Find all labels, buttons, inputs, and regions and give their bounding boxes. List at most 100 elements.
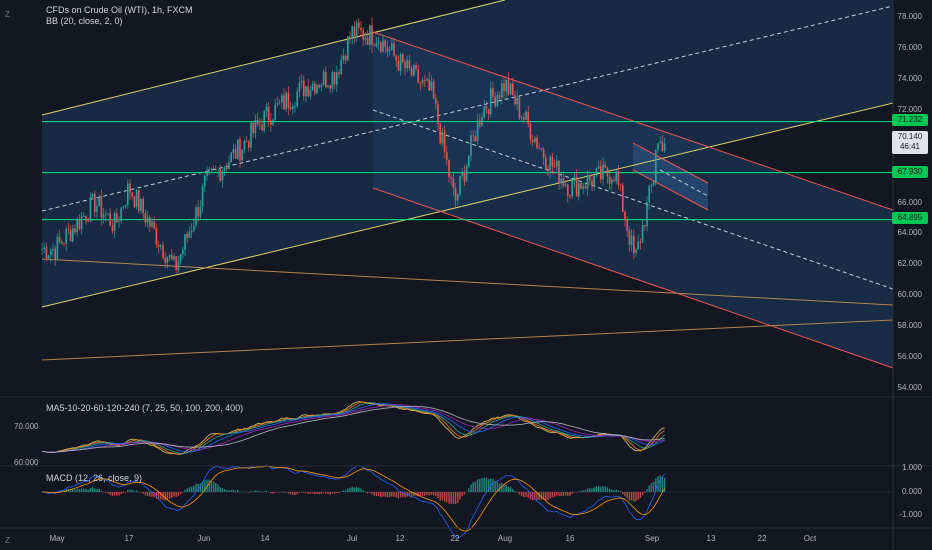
macd-hist-267 (628, 492, 631, 501)
date-tick-label: Jun (197, 534, 211, 543)
candle-body-85 (228, 162, 230, 169)
macd-hist-80 (217, 484, 219, 492)
macd-hist-139 (347, 488, 349, 492)
price-tick-label: 66.000 (897, 197, 922, 207)
current-price-value: 70.140 (897, 132, 923, 141)
candle-body-76 (208, 169, 210, 171)
macd-hist-251 (593, 487, 595, 492)
date-tick-label: Aug (497, 534, 513, 543)
macd-hist-188 (454, 492, 457, 505)
candle-body-196 (472, 135, 474, 137)
macd-hist-107 (276, 492, 279, 493)
candle-body-171 (417, 69, 419, 84)
date-tick-label: Jul (346, 534, 358, 543)
candle-body-218 (520, 117, 523, 119)
macd-hist-31 (109, 492, 111, 495)
macd-hist-201 (483, 477, 485, 492)
macd-hist-57 (166, 492, 169, 500)
macd-hist-120 (305, 492, 307, 493)
descending-channel-lower (372, 187, 894, 369)
macd-hist-197 (474, 481, 477, 492)
candle-body-129 (325, 71, 327, 87)
macd-hist-90 (239, 491, 241, 493)
macd-hist-37 (122, 492, 125, 494)
candle-body-264 (622, 185, 624, 213)
candle-body-270 (635, 249, 637, 253)
price-tick-label: 76.000 (897, 42, 922, 52)
macd-hist-175 (426, 492, 428, 495)
candle-body-223 (531, 139, 534, 142)
ma-indicator-lines (41, 401, 665, 455)
candle-body-256 (604, 164, 606, 168)
candle-body-115 (294, 106, 296, 107)
date-tick-label: 14 (260, 534, 270, 543)
macd-indicator-lines (41, 464, 893, 539)
candle-body-42 (133, 196, 136, 208)
candle-body-271 (637, 241, 639, 250)
candle-body-106 (274, 104, 276, 120)
macd-hist-281 (659, 475, 661, 492)
candle-body-212 (507, 79, 510, 95)
macd-hist-100 (261, 492, 263, 493)
candle-body-283 (663, 143, 666, 152)
candle-body-240 (569, 195, 571, 197)
macd-hist-9 (61, 490, 63, 492)
candle-body-36 (120, 207, 122, 222)
macd-hist-59 (171, 492, 173, 498)
macd-hist-217 (518, 492, 521, 495)
macd-hist-34 (116, 492, 118, 496)
candle-body-24 (94, 193, 96, 213)
macd-hist-279 (655, 478, 657, 492)
macd-hist-58 (168, 492, 171, 499)
candle-body-237 (562, 178, 565, 186)
flag-upper (632, 142, 709, 184)
candle-body-203 (487, 109, 490, 115)
candle-body-136 (340, 59, 342, 75)
macd-hist-194 (468, 488, 470, 492)
candle-body-21 (87, 220, 89, 222)
candle-body-160 (393, 43, 395, 56)
zoom-corner-bottom[interactable]: Z (5, 536, 10, 545)
candle-body-157 (386, 46, 389, 52)
candle-body-55 (162, 244, 164, 258)
macd-hist-263 (619, 491, 622, 492)
macd-hist-125 (316, 492, 318, 495)
candle-body-266 (626, 220, 628, 231)
candle-body-152 (375, 43, 378, 46)
candle-body-11 (65, 228, 67, 244)
macd-hist-124 (314, 492, 316, 495)
candle-body-224 (534, 137, 536, 142)
macd-hist-38 (124, 492, 127, 493)
candle-body-242 (573, 176, 576, 181)
macd-hist-260 (613, 490, 615, 492)
macd-hist-215 (514, 491, 516, 492)
candle-body-43 (135, 190, 138, 208)
macd-hist-123 (311, 492, 314, 494)
candle-body-46 (142, 198, 144, 214)
candle-body-4 (50, 250, 52, 256)
macd-hist-264 (622, 492, 624, 495)
candle-body-262 (617, 171, 620, 185)
macd-hist-27 (100, 490, 103, 492)
macd-hist-122 (309, 492, 312, 494)
macd-hist-36 (120, 492, 122, 495)
candle-body-79 (215, 169, 217, 170)
candle-body-229 (545, 157, 547, 169)
zoom-corner-top[interactable]: Z (5, 10, 10, 19)
macd-hist-137 (342, 490, 345, 492)
candle-body-8 (58, 236, 61, 242)
price-candles (41, 17, 666, 274)
candle-body-3 (47, 255, 50, 259)
macd-hist-49 (149, 492, 151, 497)
candle-body-200 (481, 117, 483, 126)
macd-hist-134 (336, 492, 338, 494)
ma-tick-label: 60.000 (14, 458, 39, 467)
candle-body-220 (525, 111, 527, 120)
macd-hist-255 (602, 486, 604, 492)
ma-legend: MA5-10-20-60-120-240 (7, 25, 50, 100, 20… (46, 403, 244, 413)
ascending-channel-mid (41, 5, 894, 212)
candle-body-148 (366, 37, 369, 45)
macd-hist-30 (107, 492, 109, 494)
macd-hist-142 (353, 487, 356, 492)
